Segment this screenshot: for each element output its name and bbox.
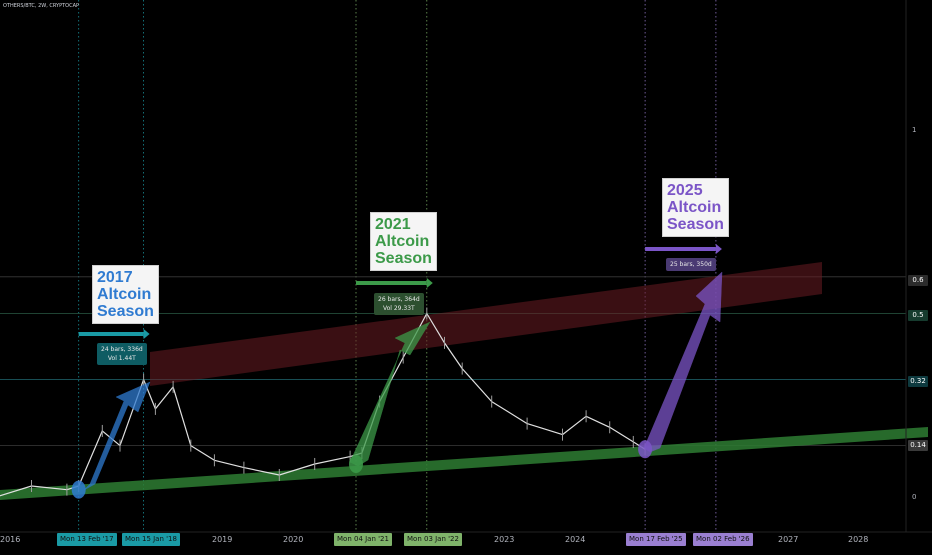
date-tag-2026-end: Mon 02 Feb '26 xyxy=(693,533,753,546)
season-2021-stats: 26 bars, 364d Vol 29.33T xyxy=(374,293,424,315)
date-tag-2025-start: Mon 17 Feb '25 xyxy=(626,533,686,546)
symbol-title: OTHERS/BTC, 2W, CRYPTOCAP xyxy=(3,3,80,9)
season-2021-bars: 26 bars, 364d xyxy=(378,296,420,303)
date-tag-2017-start: Mon 13 Feb '17 xyxy=(57,533,117,546)
date-tag-2018-end: Mon 15 Jan '18 xyxy=(122,533,180,546)
season-bottom-marker-1 xyxy=(349,454,363,473)
season-2017-arrow xyxy=(83,381,151,491)
season-range-bar-1 xyxy=(356,281,427,285)
support-channel xyxy=(0,427,928,500)
year-2028: 2028 xyxy=(848,535,869,544)
scale-tick-0: 0 xyxy=(912,493,917,501)
year-2027: 2027 xyxy=(778,535,799,544)
resistance-channel xyxy=(150,262,822,386)
date-tag-2022-end: Mon 03 Jan '22 xyxy=(404,533,462,546)
scale-tick-1: 1 xyxy=(912,126,917,134)
price-tag-0.14: 0.14 xyxy=(908,440,928,451)
season-2025-arrow xyxy=(643,271,723,453)
year-2019: 2019 xyxy=(212,535,233,544)
date-tag-2021-start: Mon 04 Jan '21 xyxy=(334,533,392,546)
season-range-arrowhead-0 xyxy=(143,329,150,339)
season-2017-title: 2017 Altcoin Season xyxy=(92,265,159,324)
season-2025-title: 2025 Altcoin Season xyxy=(662,178,729,237)
year-2023: 2023 xyxy=(494,535,515,544)
season-2017-vol: Vol 1.44T xyxy=(107,355,136,362)
year-2016: 2016 xyxy=(0,535,21,544)
season-2025-bars: 25 bars, 350d xyxy=(670,261,712,268)
season-range-arrowhead-1 xyxy=(426,278,433,288)
season-2021-vol: Vol 29.33T xyxy=(382,305,415,312)
season-bottom-marker-2 xyxy=(638,440,653,459)
season-bottom-marker-0 xyxy=(71,480,86,499)
price-tag-0.5: 0.5 xyxy=(908,310,928,321)
season-range-bar-0 xyxy=(78,332,144,336)
year-2024: 2024 xyxy=(565,535,586,544)
price-tag-0.32: 0.32 xyxy=(908,376,928,387)
season-2017-bars: 24 bars, 336d xyxy=(101,346,143,353)
season-range-bar-2 xyxy=(645,247,716,251)
season-range-arrowhead-2 xyxy=(715,244,722,254)
year-2020: 2020 xyxy=(283,535,304,544)
season-2025-stats: 25 bars, 350d xyxy=(666,258,716,271)
season-2021-arrow xyxy=(349,321,431,467)
price-tag-0.6: 0.6 xyxy=(908,275,928,286)
season-2021-title: 2021 Altcoin Season xyxy=(370,212,437,271)
season-2017-stats: 24 bars, 336d Vol 1.44T xyxy=(97,343,147,365)
